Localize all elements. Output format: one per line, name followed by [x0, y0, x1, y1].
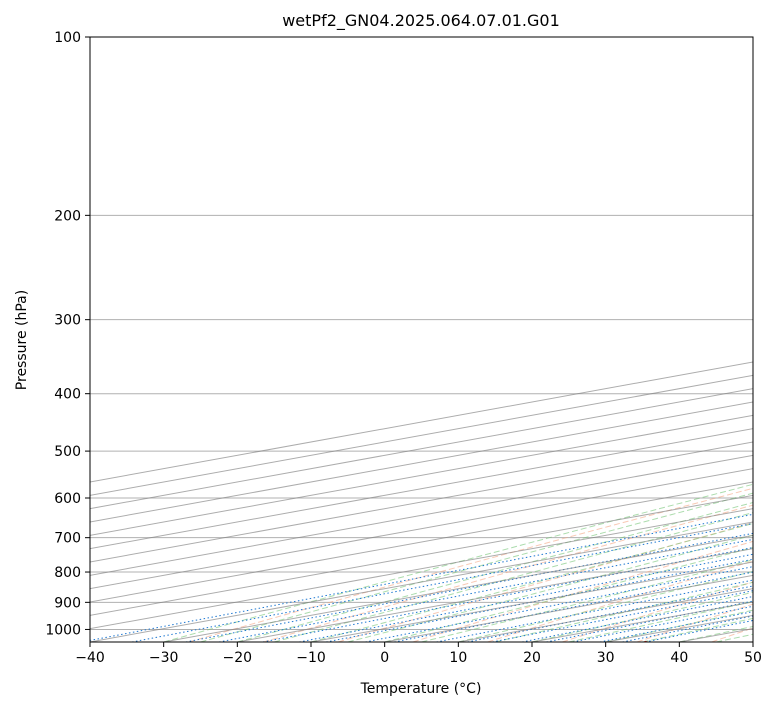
y-tick-label: 900 — [54, 595, 81, 611]
x-tick-label: 20 — [523, 650, 541, 666]
mixing-ratio-line — [622, 615, 753, 642]
y-axis-ticks: 100 200 300 400 500 600 700 800 900 1000 — [45, 30, 90, 638]
reference-line-labels: -100-90-80-70-60-50-40-30-20-100.10.20.4… — [634, 638, 654, 658]
isotherm — [90, 468, 753, 590]
y-tick-label: 100 — [54, 30, 81, 46]
moist-adiabat — [200, 492, 753, 642]
x-tick-label: 10 — [449, 650, 467, 666]
isotherm — [90, 454, 753, 576]
y-tick-label: 700 — [54, 531, 81, 547]
moist-adiabat — [274, 512, 753, 642]
x-tick-label: −20 — [223, 650, 253, 666]
x-tick-label: 0 — [380, 650, 389, 666]
x-tick-label: −10 — [296, 650, 326, 666]
x-tick-label: 50 — [744, 650, 762, 666]
plot-area: -100-90-80-70-60-50-40-30-20-100.10.20.4… — [90, 37, 753, 658]
y-tick-label: 500 — [54, 444, 81, 460]
isotherm — [90, 521, 753, 642]
x-tick-label: 30 — [597, 650, 615, 666]
x-axis-title: Temperature (°C) — [360, 681, 482, 697]
moist-adiabat — [495, 581, 753, 642]
dry-adiabat — [562, 581, 753, 642]
mixing-ratio-line — [185, 532, 753, 642]
moist-adiabat — [347, 534, 753, 642]
isotherm — [90, 481, 753, 603]
y-tick-label: 600 — [54, 491, 81, 507]
y-tick-label: 800 — [54, 565, 81, 581]
x-tick-label: −40 — [75, 650, 105, 666]
dry-adiabat — [188, 487, 753, 642]
x-axis-ticks: −40 −30 −20 −10 0 10 20 30 40 50 — [75, 642, 762, 666]
isotherm — [90, 428, 753, 550]
mixing-ratio-line — [546, 600, 753, 642]
mixing-ratio-line — [131, 522, 753, 642]
mixing-ratio-line — [572, 605, 753, 642]
moist-adiabat — [163, 483, 753, 642]
y-tick-label: 400 — [54, 387, 81, 403]
mixing-ratio-line — [522, 596, 753, 642]
dry-adiabat — [338, 522, 753, 642]
pressure-gridlines — [90, 37, 753, 630]
isotherms — [90, 361, 753, 642]
mixing-ratio-line — [218, 538, 753, 642]
y-tick-label: 1000 — [45, 622, 81, 638]
y-axis-title: Pressure (hPa) — [14, 290, 30, 390]
x-tick-label: −30 — [149, 650, 179, 666]
isotherm — [163, 534, 753, 642]
x-tick-label: 40 — [670, 650, 688, 666]
plot-frame — [89, 36, 754, 643]
y-tick-label: 200 — [54, 208, 81, 224]
chart-title: wetPf2_GN04.2025.064.07.01.G01 — [282, 11, 560, 31]
warm-isotherm-label: 40 — [634, 638, 654, 658]
isotherm — [90, 508, 753, 630]
mixing-ratio-line — [599, 611, 753, 642]
moist-adiabat — [421, 559, 753, 642]
isotherm — [90, 494, 753, 616]
y-tick-label: 300 — [54, 313, 81, 329]
isotherm — [90, 441, 753, 563]
